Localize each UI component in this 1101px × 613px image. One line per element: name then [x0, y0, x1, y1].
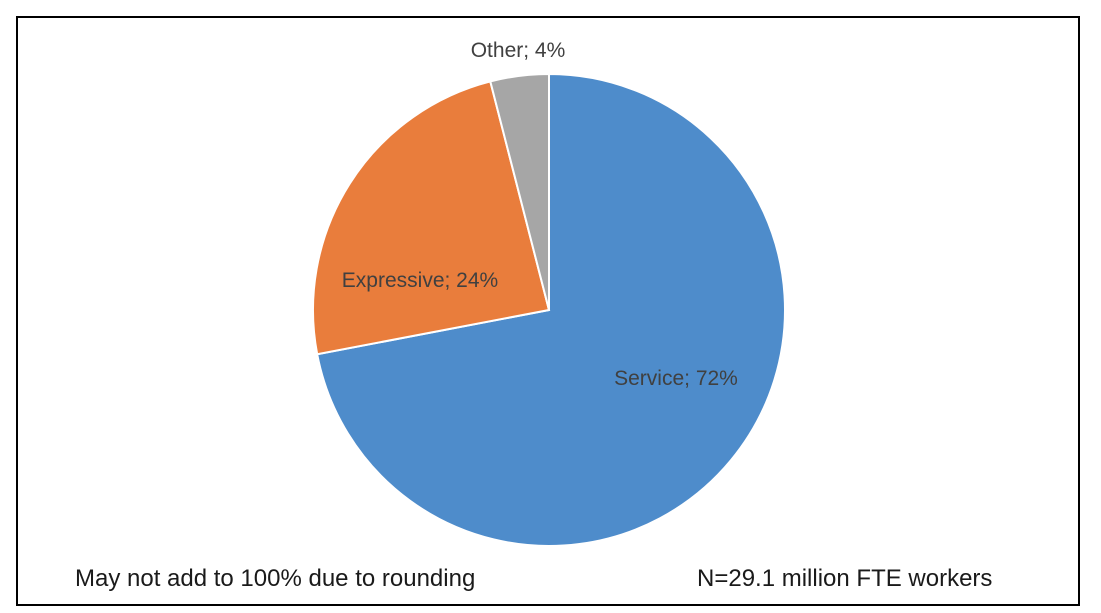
pie-slice-expressive — [312, 80, 551, 356]
slice-label-service: Service; 72% — [614, 367, 738, 390]
slice-label-expressive: Expressive; 24% — [342, 269, 498, 292]
rounding-note: May not add to 100% due to rounding — [75, 565, 476, 592]
sample-size-note: N=29.1 million FTE workers — [697, 565, 993, 592]
pie-slice-other — [489, 72, 550, 311]
pie-slice-service — [316, 72, 786, 547]
slice-label-other: Other; 4% — [471, 39, 566, 62]
